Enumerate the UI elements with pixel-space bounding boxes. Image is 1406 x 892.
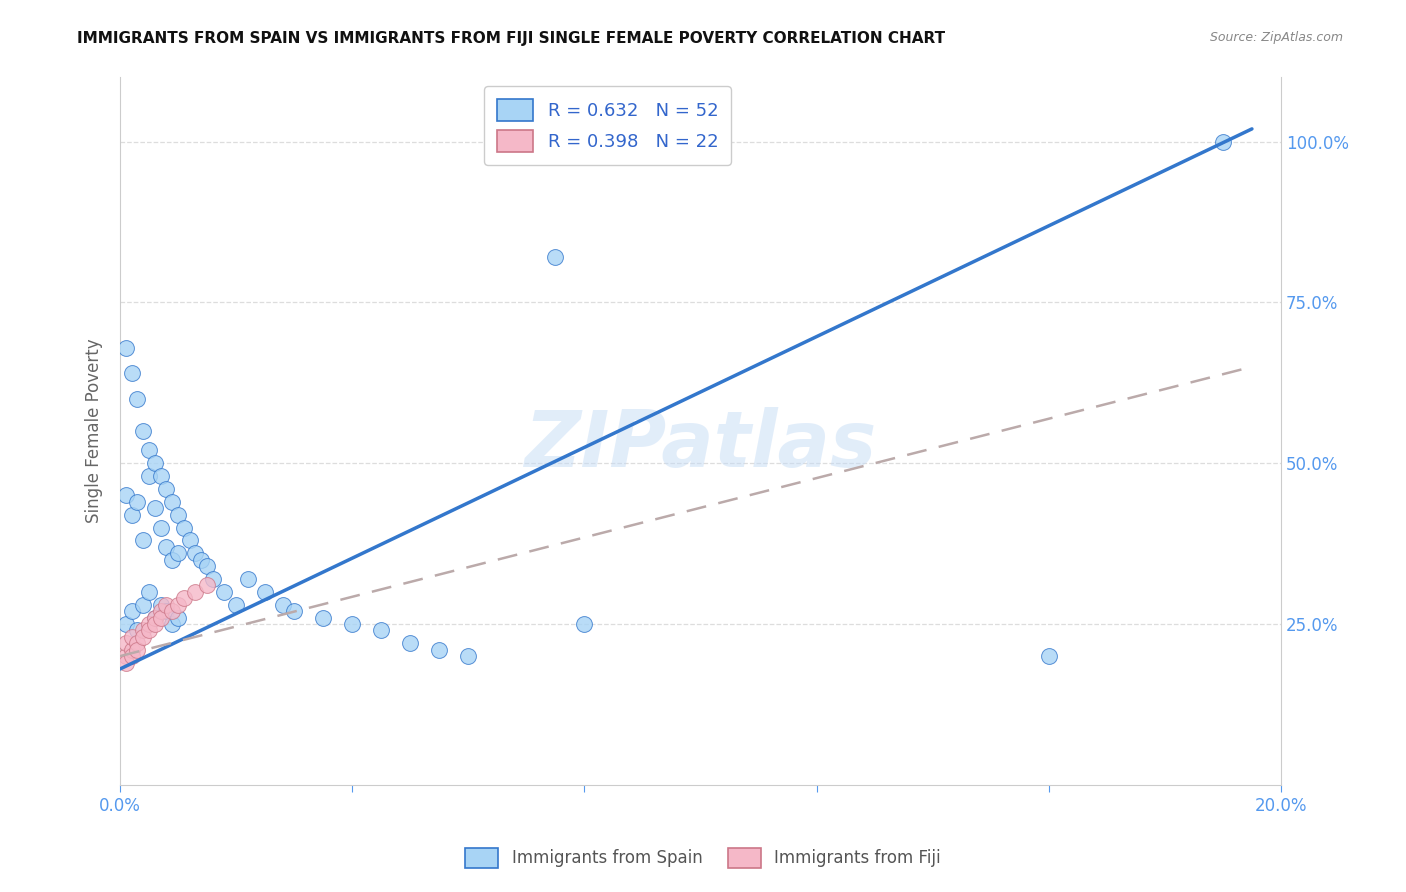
Point [127, 642, 149, 657]
Point [127, 392, 149, 406]
Point [143, 610, 166, 624]
Point [160, 604, 183, 618]
Point [271, 598, 294, 612]
Point [214, 585, 236, 599]
Point [184, 546, 207, 560]
Point [167, 598, 190, 612]
Point [225, 598, 247, 612]
Point [195, 559, 218, 574]
Point [121, 649, 143, 664]
Point [283, 604, 305, 618]
Point [312, 610, 335, 624]
Point [574, 617, 596, 632]
Point [173, 591, 195, 606]
Point [114, 617, 136, 632]
Point [370, 624, 392, 638]
Point [138, 617, 160, 632]
Point [143, 456, 166, 470]
Point [1038, 649, 1060, 664]
Point [190, 552, 212, 566]
Point [149, 520, 172, 534]
Point [155, 598, 177, 612]
Point [160, 552, 183, 566]
Point [114, 656, 136, 670]
Text: ZIPatlas: ZIPatlas [524, 408, 876, 483]
Point [114, 341, 136, 355]
Point [149, 610, 172, 624]
Point [149, 598, 172, 612]
Point [143, 610, 166, 624]
Point [114, 488, 136, 502]
Point [1212, 135, 1234, 149]
Point [184, 585, 207, 599]
Point [457, 649, 479, 664]
Point [114, 649, 136, 664]
Point [138, 585, 160, 599]
Point [167, 508, 190, 522]
Point [121, 630, 143, 644]
Point [195, 578, 218, 592]
Point [155, 604, 177, 618]
Point [132, 533, 155, 548]
Point [160, 495, 183, 509]
Point [149, 604, 172, 618]
Point [236, 572, 259, 586]
Point [127, 636, 149, 650]
Point [160, 617, 183, 632]
Point [138, 624, 160, 638]
Point [121, 604, 143, 618]
Point [399, 636, 422, 650]
Point [132, 424, 155, 438]
Point [114, 636, 136, 650]
Point [121, 642, 143, 657]
Point [149, 469, 172, 483]
Point [254, 585, 277, 599]
Point [173, 520, 195, 534]
Point [427, 642, 450, 657]
Point [127, 495, 149, 509]
Point [340, 617, 363, 632]
Legend: Immigrants from Spain, Immigrants from Fiji: Immigrants from Spain, Immigrants from F… [458, 841, 948, 875]
Point [121, 508, 143, 522]
Point [143, 617, 166, 632]
Y-axis label: Single Female Poverty: Single Female Poverty [86, 339, 103, 524]
Point [201, 572, 224, 586]
Point [155, 482, 177, 496]
Point [143, 501, 166, 516]
Point [155, 540, 177, 554]
Text: Source: ZipAtlas.com: Source: ZipAtlas.com [1209, 31, 1343, 45]
Point [167, 610, 190, 624]
Legend: R = 0.632   N = 52, R = 0.398   N = 22: R = 0.632 N = 52, R = 0.398 N = 22 [484, 87, 731, 165]
Point [132, 624, 155, 638]
Point [121, 366, 143, 380]
Point [132, 630, 155, 644]
Text: IMMIGRANTS FROM SPAIN VS IMMIGRANTS FROM FIJI SINGLE FEMALE POVERTY CORRELATION : IMMIGRANTS FROM SPAIN VS IMMIGRANTS FROM… [77, 31, 945, 46]
Point [138, 443, 160, 458]
Point [544, 251, 567, 265]
Point [179, 533, 201, 548]
Point [167, 546, 190, 560]
Point [127, 624, 149, 638]
Point [138, 469, 160, 483]
Point [132, 598, 155, 612]
